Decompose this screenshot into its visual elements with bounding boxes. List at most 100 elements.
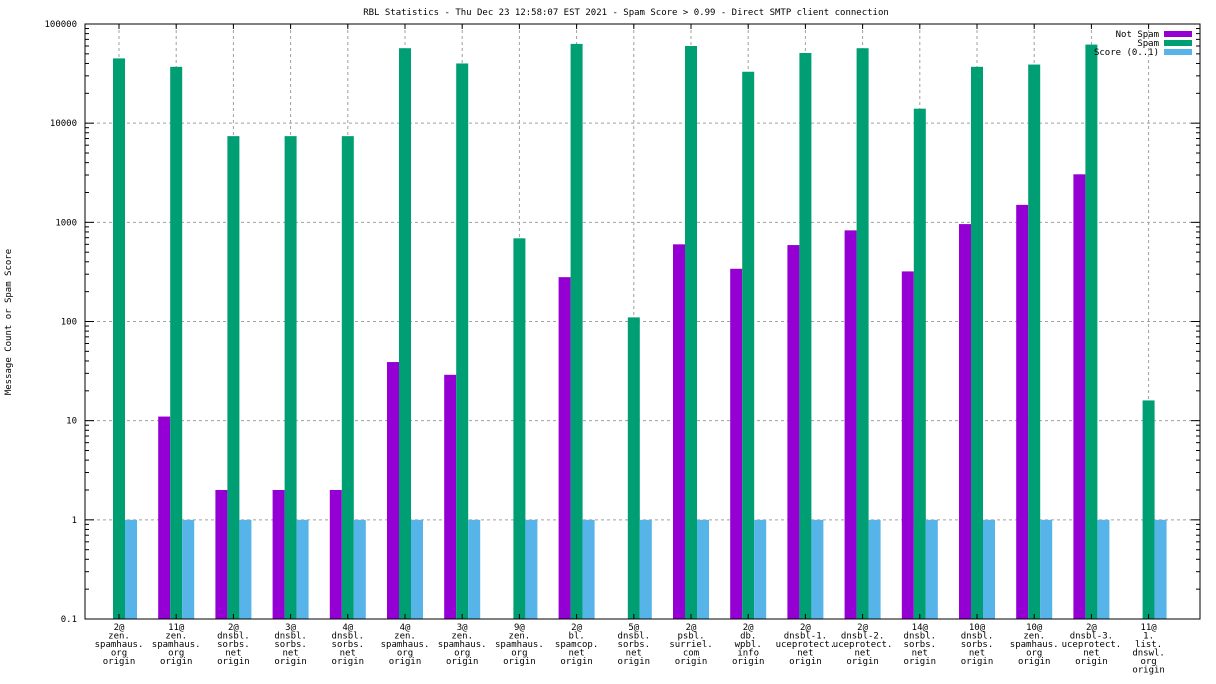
y-tick-label: 10000 [50, 119, 77, 129]
x-tick-label: org [1140, 657, 1156, 667]
bar-score [468, 519, 481, 619]
x-tick-label: net [340, 649, 356, 659]
bar-spam [227, 136, 240, 619]
x-tick-label: dnsbl. [332, 632, 365, 642]
x-tick-label: 10@ [1026, 623, 1043, 633]
x-tick-label: dnsbl. [904, 632, 937, 642]
x-tick-label: wpbl. [735, 640, 762, 650]
bar-score [1040, 519, 1053, 619]
y-tick-label: 100 [61, 318, 77, 328]
bar-not-spam [1016, 204, 1029, 619]
bar-spam [856, 48, 869, 619]
x-tick-label: zen. [165, 632, 187, 642]
x-tick-label: net [969, 649, 985, 659]
bar-spam [399, 48, 411, 619]
x-tick-labels: 2@zen.spamhaus.orgorigin11@zen.spamhaus.… [95, 623, 1165, 676]
bar-score [868, 519, 881, 619]
axes [84, 23, 1201, 620]
bar-score [925, 519, 938, 619]
x-tick-label: 2@ [686, 623, 697, 633]
x-tick-label: dnsbl. [961, 632, 994, 642]
x-tick-label: sorbs. [618, 640, 651, 650]
x-tick-label: dnsbl. [618, 632, 651, 642]
bar-score [983, 519, 995, 619]
x-tick-label: origin [904, 657, 937, 667]
x-tick-label: 1. [1143, 632, 1154, 642]
x-tick-label: 4@ [342, 623, 353, 633]
x-tick-label: spamhaus. [1010, 640, 1059, 650]
bar-not-spam [215, 489, 228, 619]
y-axis-label: Message Count or Spam Score [4, 249, 14, 395]
legend-swatch [1164, 40, 1192, 46]
bar-not-spam [844, 230, 857, 619]
bar-score [697, 519, 709, 619]
legend-label: Score (0..1) [1094, 48, 1159, 58]
x-tick-label: net [912, 649, 928, 659]
x-tick-label: net [797, 649, 813, 659]
bar-spam [685, 46, 697, 619]
bar-not-spam [787, 245, 800, 619]
x-tick-label: origin [675, 657, 708, 667]
bar-spam [742, 71, 755, 619]
x-tick-label: dnsbl. [274, 632, 307, 642]
x-tick-label: sorbs. [332, 640, 365, 650]
legend-label: Not Spam [1116, 30, 1159, 40]
bar-not-spam [444, 374, 457, 619]
bar-score [811, 519, 824, 619]
x-tick-label: 9@ [514, 623, 525, 633]
bar-score [582, 519, 595, 619]
x-tick-label: org [168, 649, 184, 659]
bar-not-spam [387, 362, 399, 619]
x-tick-label: origin [618, 657, 651, 667]
x-tick-label: 3@ [457, 623, 468, 633]
x-tick-label: origin [1018, 657, 1051, 667]
y-tick-label: 10 [66, 417, 77, 427]
x-tick-label: 2@ [743, 623, 754, 633]
x-tick-label: origin [332, 657, 365, 667]
bar-spam [456, 63, 469, 619]
x-tick-label: zen. [394, 632, 416, 642]
bar-score [239, 519, 252, 619]
x-tick-label: net [282, 649, 298, 659]
bar-score [1097, 519, 1110, 619]
x-tick-label: 11@ [1140, 623, 1157, 633]
x-tick-label: 2@ [800, 623, 811, 633]
x-tick-label: net [1083, 649, 1099, 659]
y-tick-label: 1 [72, 516, 77, 526]
x-tick-label: origin [961, 657, 994, 667]
x-tick-label: origin [389, 657, 422, 667]
x-tick-label: db. [740, 632, 756, 642]
x-tick-label: net [854, 649, 870, 659]
x-tick-label: psbl. [677, 632, 704, 642]
bar-score [754, 519, 767, 619]
x-tick-label: origin [1075, 657, 1108, 667]
x-tick-label: dnsbl-2. [841, 632, 884, 642]
x-tick-label: origin [217, 657, 250, 667]
x-tick-label: 3@ [285, 623, 296, 633]
x-tick-label: 2@ [571, 623, 582, 633]
x-tick-label: surriel. [669, 640, 712, 650]
x-tick-label: net [626, 649, 642, 659]
x-tick-label: uceprotect. [776, 640, 836, 650]
x-tick-label: info [737, 649, 759, 659]
bar-spam [627, 317, 640, 619]
x-tick-label: 2@ [114, 623, 125, 633]
bar-spam [284, 136, 297, 619]
x-tick-label: spamhaus. [495, 640, 544, 650]
bar-spam [799, 52, 812, 620]
legend-swatch [1164, 49, 1192, 55]
x-tick-label: 10@ [969, 623, 986, 633]
x-tick-label: origin [503, 657, 536, 667]
x-tick-label: 5@ [628, 623, 639, 633]
bars [113, 43, 1167, 620]
x-tick-label: org [454, 649, 470, 659]
x-tick-label: sorbs. [904, 640, 937, 650]
x-tick-label: 14@ [912, 623, 929, 633]
x-tick-label: origin [789, 657, 822, 667]
x-tick-label: origin [274, 657, 307, 667]
x-tick-label: org [511, 649, 527, 659]
x-tick-label: dnsbl-1. [784, 632, 827, 642]
x-tick-label: org [397, 649, 413, 659]
x-tick-label: net [568, 649, 584, 659]
